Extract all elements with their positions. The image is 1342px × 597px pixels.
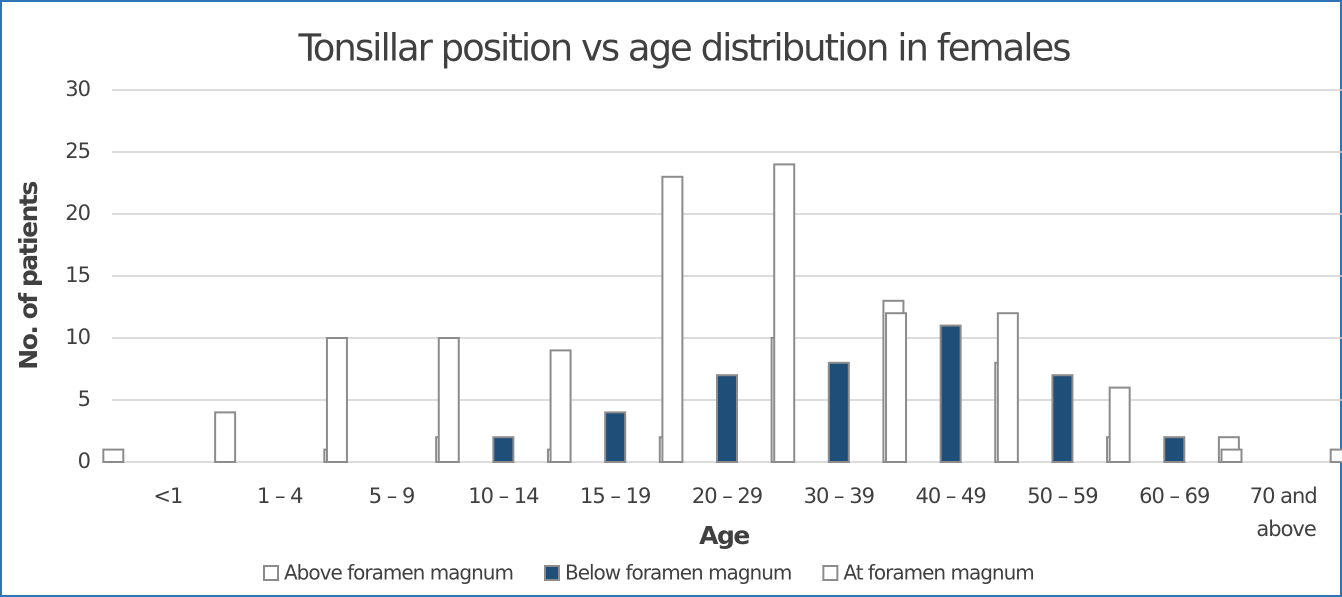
legend-swatch (263, 565, 279, 581)
x-tick-label: 15 – 19 (580, 484, 650, 508)
bar (1329, 448, 1342, 464)
legend-label: Above foramen magnum (284, 561, 513, 585)
x-tick-label: 70 and above (1250, 484, 1323, 541)
bar (1163, 436, 1186, 464)
legend-swatch (543, 565, 560, 581)
chart-title: Tonsillar position vs age distribution i… (297, 27, 1070, 70)
x-tick-label: 50 – 59 (1027, 484, 1097, 508)
bar (214, 411, 237, 463)
y-axis-title: No. of patients (14, 182, 43, 370)
bar (661, 175, 684, 464)
x-tick-label: 5 – 9 (369, 484, 415, 508)
y-tick-label: 20 (65, 201, 90, 225)
y-tick-label: 25 (65, 139, 90, 163)
y-tick-label: 30 (65, 77, 90, 101)
x-tick-label: <1 (153, 484, 182, 508)
legend-label: At foramen magnum (843, 561, 1033, 585)
x-tick-label: 30 – 39 (804, 484, 874, 508)
bar (1108, 386, 1131, 464)
bar (939, 324, 962, 463)
bar (437, 337, 460, 463)
bar (604, 411, 627, 463)
bar (492, 436, 515, 464)
x-tick-label: 1 – 4 (257, 484, 303, 508)
x-tick-label: 20 – 29 (692, 484, 762, 508)
bar (827, 361, 850, 463)
bar (1220, 448, 1243, 464)
x-tick-label: 10 – 14 (468, 484, 539, 508)
bar (102, 448, 125, 464)
bar (1051, 374, 1074, 464)
y-tick-label: 0 (78, 449, 90, 473)
bar (716, 374, 738, 464)
bar (996, 312, 1019, 464)
y-tick-label: 10 (65, 325, 90, 349)
y-tick-label: 15 (65, 263, 90, 287)
x-tick-label: 60 – 69 (1139, 484, 1209, 508)
y-tick-label: 5 (78, 387, 90, 411)
x-axis-title: Age (699, 521, 749, 550)
legend-swatch (822, 565, 839, 581)
bar (325, 337, 348, 463)
bar (773, 163, 796, 463)
bar (549, 349, 572, 463)
legend-label: Below foramen magnum (565, 561, 791, 585)
x-tick-label: 40 – 49 (915, 484, 985, 508)
bar (885, 312, 908, 464)
